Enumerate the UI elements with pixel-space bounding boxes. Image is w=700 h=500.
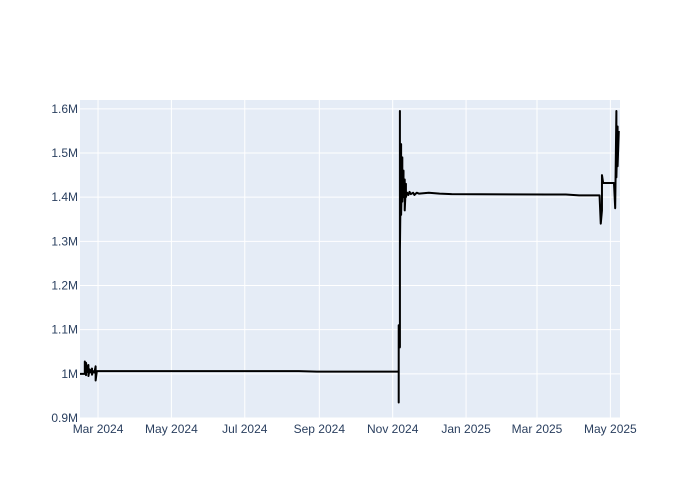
y-tick-label: 1.5M [51, 146, 78, 160]
x-tick-label: Sep 2024 [294, 422, 346, 436]
x-tick-label: Jan 2025 [441, 422, 491, 436]
x-tick-label: Nov 2024 [367, 422, 419, 436]
y-tick-label: 1.6M [51, 102, 78, 116]
x-tick-label: May 2025 [584, 422, 637, 436]
y-tick-label: 1.3M [51, 234, 78, 248]
x-tick-label: Mar 2025 [512, 422, 563, 436]
x-tick-label: Mar 2024 [73, 422, 124, 436]
y-tick-label: 1.1M [51, 323, 78, 337]
y-tick-label: 1.2M [51, 279, 78, 293]
y-tick-label: 0.9M [51, 411, 78, 425]
y-axis-ticks: 0.9M 1M 1.1M 1.2M 1.3M 1.4M 1.5M 1.6M [51, 102, 78, 425]
y-tick-label: 1M [61, 367, 78, 381]
series-layer [80, 110, 620, 404]
x-axis-ticks: Mar 2024 May 2024 Jul 2024 Sep 2024 Nov 2024… [73, 422, 637, 436]
x-tick-label: May 2024 [145, 422, 198, 436]
y-tick-label: 1.4M [51, 190, 78, 204]
x-tick-label: Jul 2024 [222, 422, 268, 436]
gridlines [80, 100, 620, 419]
series-line [80, 110, 620, 404]
